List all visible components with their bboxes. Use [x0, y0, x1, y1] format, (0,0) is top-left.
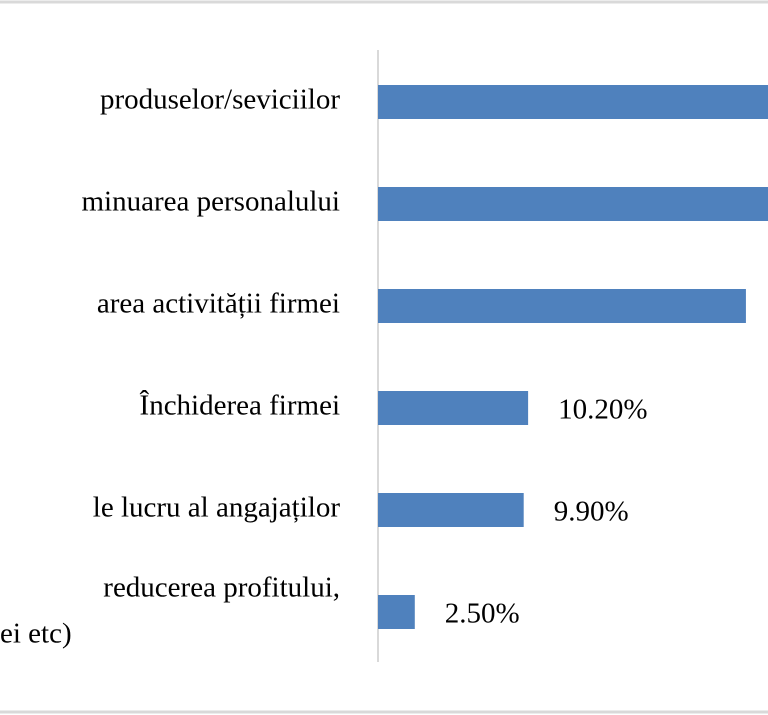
category-label: produselor/seviciilor	[100, 84, 340, 116]
bar	[378, 187, 768, 221]
value-label: 2.50%	[445, 598, 520, 630]
bar	[378, 595, 415, 629]
bar	[378, 493, 524, 527]
category-label: minuarea personalului	[82, 186, 341, 218]
value-label: 9.90%	[554, 496, 629, 528]
bar	[378, 289, 746, 323]
category-label: le lucru al angajaților	[93, 492, 341, 524]
category-label: area activității firmei	[97, 288, 340, 320]
value-label: 10.20%	[558, 394, 647, 426]
category-label: Închiderea firmei	[140, 389, 340, 422]
bar	[378, 85, 768, 119]
bar	[378, 391, 529, 425]
plot-area	[378, 85, 768, 629]
category-label: ei etc)	[0, 618, 72, 650]
category-label: reducerea profitului,	[103, 572, 340, 604]
